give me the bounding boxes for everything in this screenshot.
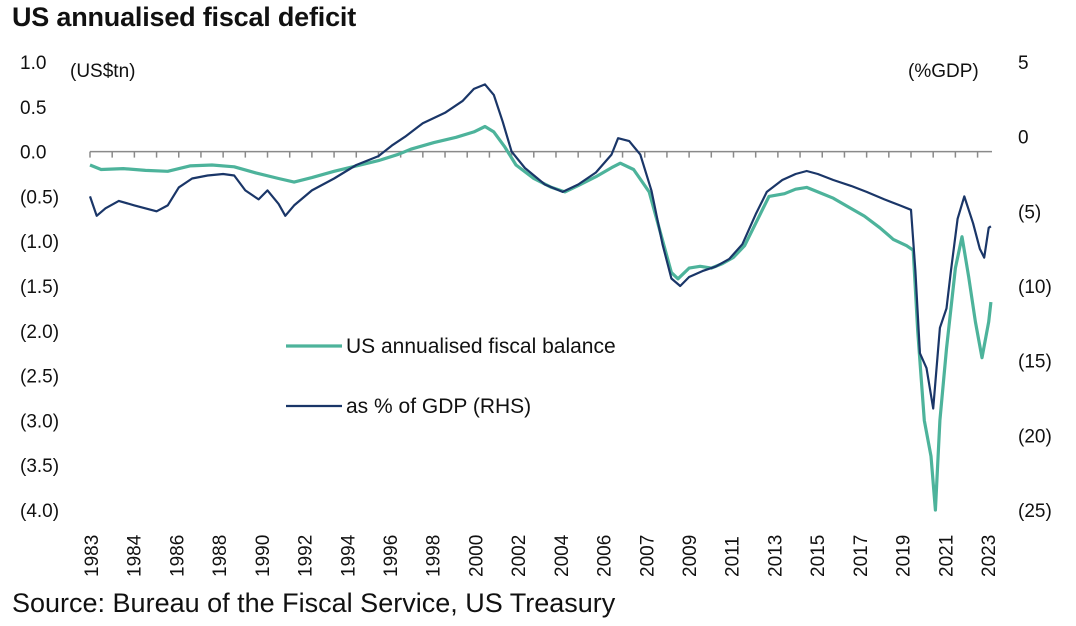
left-tick-label: 0.5 (20, 98, 46, 119)
legend-label: as % of GDP (RHS) (346, 395, 531, 418)
x-tick-label: 2004 (552, 534, 573, 577)
x-tick-label: 2007 (637, 535, 658, 577)
x-tick-label: 1996 (381, 535, 402, 577)
right-tick-label: 0 (1018, 128, 1029, 149)
x-tick-label: 1998 (424, 535, 445, 577)
source-note: Source: Bureau of the Fiscal Service, US… (12, 588, 616, 618)
x-tick-label: 2009 (680, 535, 701, 577)
x-tick-label: 1988 (210, 535, 231, 577)
left-tick-label: (4.0) (20, 501, 59, 522)
left-axis-unit: (US$tn) (70, 61, 135, 82)
x-tick-label: 2015 (808, 535, 829, 577)
left-axis-ticks: 1.0 0.5 0.0 (0.5) (1.0) (1.5) (2.0) (2.5) (3.0) (… (20, 53, 59, 522)
x-axis: 1983 1984 1986 1988 1990 1992 1994 1996 1998 2000… (82, 150, 1000, 577)
x-tick-label: 1990 (253, 535, 274, 577)
x-tick-label: 1984 (125, 534, 146, 577)
right-tick-label: 5 (1018, 53, 1029, 74)
x-tick-label: 2011 (723, 536, 744, 577)
right-tick-label: (5) (1018, 202, 1041, 223)
legend: US annualised fiscal balance as % of GDP … (286, 335, 616, 418)
right-tick-label: (25) (1018, 501, 1052, 522)
left-tick-label: (3.5) (20, 456, 59, 477)
right-tick-label: (15) (1018, 352, 1052, 373)
left-tick-label: (3.0) (20, 411, 59, 432)
x-tick-label: 1994 (338, 534, 359, 577)
series-line-balance (89, 124, 993, 512)
x-tick-label: 2006 (595, 535, 616, 577)
right-axis-unit: (%GDP) (908, 61, 979, 82)
x-tick-label: 2013 (765, 535, 786, 577)
x-tick-label: 2019 (894, 535, 915, 577)
chart-title: US annualised fiscal deficit (12, 2, 357, 32)
x-tick-label: 2021 (936, 535, 957, 577)
series-line-gdp (88, 83, 992, 410)
x-tick-label: 1986 (167, 535, 188, 577)
left-tick-label: (1.0) (20, 232, 59, 253)
x-tick-label: 2000 (466, 535, 487, 577)
x-tick-label: 2017 (851, 535, 872, 577)
left-tick-label: 1.0 (20, 53, 46, 74)
legend-label: US annualised fiscal balance (346, 335, 616, 358)
x-tick-label: 2002 (509, 535, 530, 577)
left-tick-label: 0.0 (20, 143, 46, 164)
x-tick-label: 2023 (979, 535, 1000, 577)
left-tick-label: (2.0) (20, 322, 59, 343)
left-tick-label: (0.5) (20, 187, 59, 208)
right-tick-label: (20) (1018, 426, 1052, 447)
series-lines (88, 83, 993, 512)
left-tick-label: (1.5) (20, 277, 59, 298)
x-tick-label: 1992 (296, 535, 317, 577)
right-tick-label: (10) (1018, 277, 1052, 298)
left-tick-label: (2.5) (20, 367, 59, 388)
x-tick-label: 1983 (82, 535, 103, 577)
right-axis-ticks: 5 0 (5) (10) (15) (20) (25) (1018, 53, 1052, 522)
